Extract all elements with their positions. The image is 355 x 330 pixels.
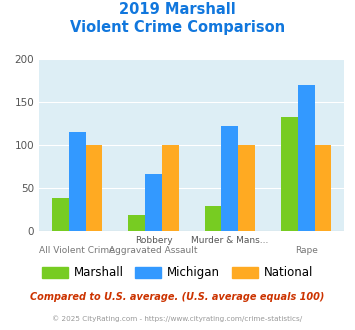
Bar [315, 145, 331, 231]
Bar [162, 145, 179, 231]
Bar [145, 174, 162, 231]
Text: © 2025 CityRating.com - https://www.cityrating.com/crime-statistics/: © 2025 CityRating.com - https://www.city… [53, 315, 302, 322]
Bar [129, 215, 145, 231]
Text: Murder & Mans...: Murder & Mans... [191, 236, 268, 245]
Text: Aggravated Assault: Aggravated Assault [109, 246, 198, 255]
Bar [69, 132, 86, 231]
Text: Robbery: Robbery [135, 236, 172, 245]
Bar [52, 198, 69, 231]
Text: Compared to U.S. average. (U.S. average equals 100): Compared to U.S. average. (U.S. average … [30, 292, 325, 302]
Text: Rape: Rape [295, 246, 318, 255]
Bar [281, 117, 298, 231]
Text: All Violent Crime: All Violent Crime [39, 246, 115, 255]
Bar [205, 206, 222, 231]
Bar [222, 126, 238, 231]
Text: Violent Crime Comparison: Violent Crime Comparison [70, 20, 285, 35]
Bar [86, 145, 102, 231]
Bar [238, 145, 255, 231]
Bar [298, 85, 315, 231]
Legend: Marshall, Michigan, National: Marshall, Michigan, National [37, 262, 318, 284]
Text: 2019 Marshall: 2019 Marshall [119, 2, 236, 16]
